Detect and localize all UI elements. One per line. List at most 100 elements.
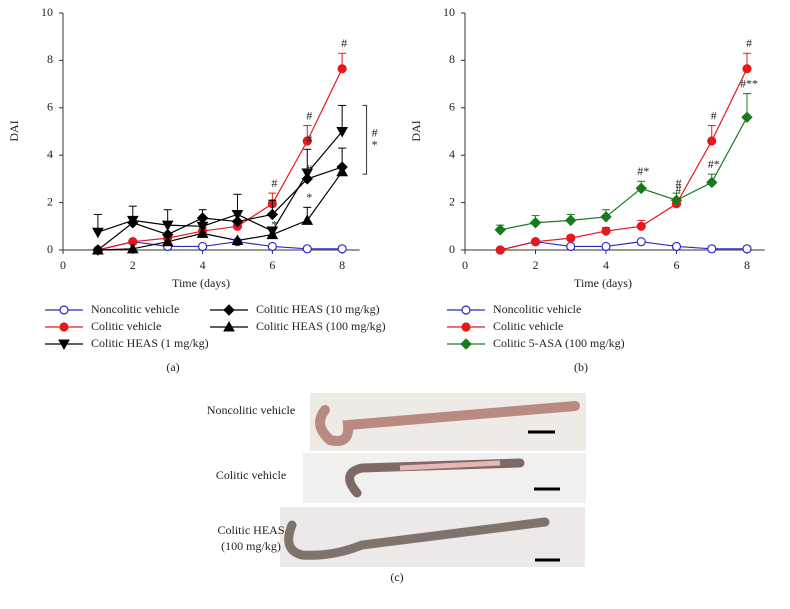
marker: [706, 176, 718, 189]
point-label: #: [675, 182, 681, 196]
marker: [707, 136, 717, 146]
x-tick-label: 2: [130, 258, 136, 272]
marker: [671, 241, 682, 252]
marker: [670, 194, 683, 206]
marker: [461, 322, 471, 332]
marker: [336, 165, 349, 177]
colon-image: [315, 401, 580, 446]
x-axis-label: Time (days): [574, 276, 632, 290]
marker: [196, 227, 209, 238]
marker: [336, 127, 349, 138]
series-line: [97, 68, 343, 251]
legend-label: Noncolitic vehicle: [91, 302, 179, 316]
y-tick-label: 10: [443, 5, 455, 19]
point-label: #*: [637, 164, 649, 178]
legend-label: Colitic 5-ASA (100 mg/kg): [493, 336, 625, 350]
marker: [636, 221, 646, 231]
photo-label: Colitic HEAS: [217, 523, 284, 537]
photo-label: (100 mg/kg): [221, 539, 281, 553]
marker: [337, 244, 347, 254]
legend-label: Noncolitic vehicle: [493, 302, 581, 316]
legend-label: Colitic HEAS (1 mg/kg): [91, 336, 209, 350]
marker: [742, 244, 752, 254]
point-label: #: [675, 176, 681, 190]
panel-label: (b): [574, 360, 588, 374]
x-axis-label: Time (days): [172, 276, 230, 290]
marker: [302, 136, 312, 146]
series-line: [500, 116, 748, 231]
marker: [161, 235, 174, 247]
legend-label: Colitic HEAS (100 mg/kg): [256, 319, 386, 333]
series-line: [97, 166, 343, 251]
marker: [231, 215, 244, 228]
marker: [636, 237, 646, 247]
bracket-label: *: [372, 138, 378, 152]
series-line: [97, 171, 343, 251]
marker: [530, 237, 541, 247]
marker: [59, 305, 69, 315]
y-tick-label: 2: [449, 194, 455, 208]
y-tick-label: 0: [449, 242, 455, 256]
marker: [302, 244, 312, 254]
point-label: #: [711, 108, 717, 122]
point-label: #: [746, 36, 752, 50]
x-tick-label: 4: [603, 258, 609, 272]
marker: [127, 217, 139, 229]
y-tick-label: 4: [449, 147, 455, 161]
bracket-label: #: [372, 126, 378, 140]
marker: [337, 64, 347, 74]
photo-label: Colitic vehicle: [216, 468, 286, 482]
marker: [301, 214, 314, 225]
marker: [267, 241, 277, 252]
y-axis-label: DAI: [7, 120, 21, 141]
x-tick-label: 8: [339, 258, 345, 272]
colon-image: [399, 460, 501, 471]
y-axis-label: DAI: [409, 120, 423, 141]
panel-label: (c): [390, 570, 403, 584]
marker: [635, 182, 647, 195]
chart: 0 2 4 6 8 10 0 2 4 6 8 Time (days) DAI (a) Noncolitic …: [7, 5, 386, 374]
marker: [231, 209, 244, 221]
y-tick-label: 8: [47, 52, 53, 66]
x-tick-label: 0: [60, 258, 66, 272]
series-line: [500, 68, 748, 251]
marker: [197, 241, 208, 252]
chart: 0 2 4 6 8 10 0 2 4 6 8 Time (days) DAI (b) Noncolitic …: [409, 5, 765, 374]
marker: [92, 227, 104, 239]
x-tick-label: 2: [532, 258, 538, 272]
series-line: [97, 241, 343, 251]
point-label: #*: [708, 157, 720, 171]
marker: [223, 304, 235, 316]
y-tick-label: 8: [449, 52, 455, 66]
marker: [566, 241, 576, 252]
point-label: #: [341, 36, 347, 50]
marker: [126, 242, 139, 254]
marker: [266, 208, 279, 221]
y-tick-label: 4: [47, 147, 53, 161]
marker: [58, 339, 70, 351]
y-tick-label: 2: [47, 194, 53, 208]
marker: [196, 212, 209, 224]
marker: [565, 214, 577, 227]
marker: [601, 226, 611, 236]
marker: [59, 322, 69, 332]
x-tick-label: 6: [673, 258, 679, 272]
marker: [741, 111, 753, 123]
x-tick-label: 6: [269, 258, 275, 272]
y-tick-label: 6: [47, 100, 53, 114]
marker: [494, 224, 506, 236]
point-label: #: [306, 132, 312, 146]
photo-label: Noncolitic vehicle: [207, 403, 295, 417]
x-tick-label: 4: [200, 258, 206, 272]
x-tick-label: 0: [462, 258, 468, 272]
point-label: #: [306, 162, 312, 176]
marker: [529, 217, 542, 229]
point-label: #: [271, 176, 277, 190]
point-label: *: [306, 190, 312, 204]
legend-label: Colitic vehicle: [91, 319, 161, 333]
significance-bracket: [362, 104, 368, 175]
y-tick-label: 10: [41, 5, 53, 19]
marker: [461, 305, 471, 315]
photo-panel: [280, 393, 586, 567]
point-label: *: [271, 217, 277, 231]
